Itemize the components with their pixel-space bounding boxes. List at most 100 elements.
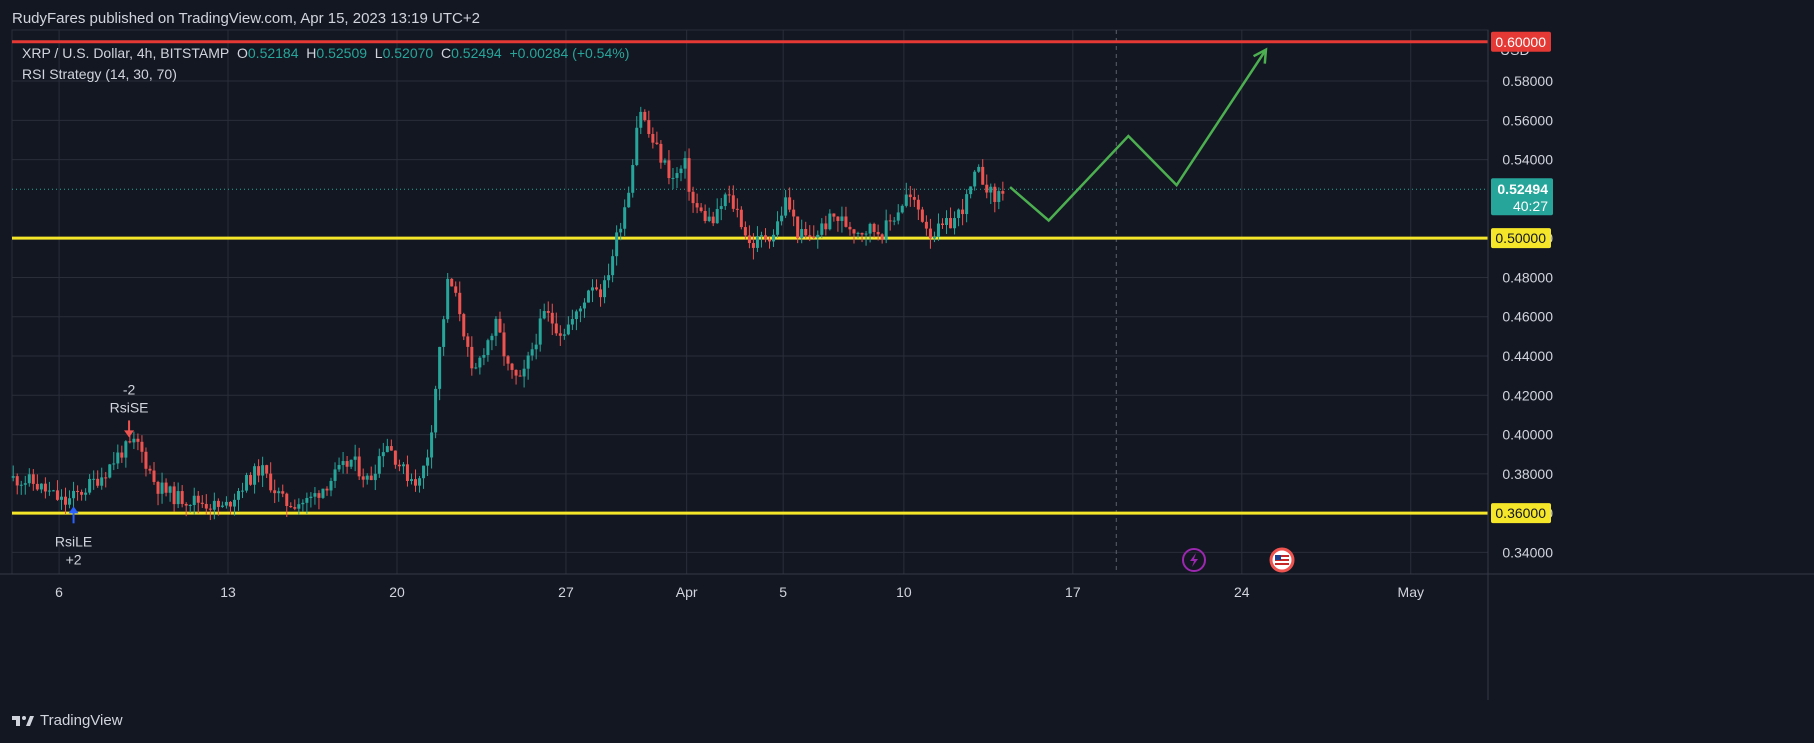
candle-body [607,275,611,281]
candle-body [635,127,639,166]
candle-body [743,227,747,236]
candle-body [31,474,35,484]
candle-body [236,490,240,500]
y-tick-label: 0.46000 [1502,309,1553,325]
candle-body [156,481,160,494]
candle-body [832,213,836,217]
x-tick-label: 6 [55,584,63,600]
candle-body [277,491,281,494]
candle-body [470,346,474,369]
candle-body [582,302,586,309]
candle-body [920,209,924,222]
tradingview-brand[interactable]: TradingView [12,712,123,729]
candle-body [957,209,961,219]
price-axis: 0.34000 0.36000 0.38000 0.40000 0.42000 0.440… [1487,30,1553,700]
candle-body [522,368,526,377]
support-upper-price-tag [1491,228,1551,249]
candle-body [253,466,257,485]
symbol-title[interactable]: XRP / U.S. Dollar, 4h, BITSTAMP [22,45,230,61]
high-label: H [306,45,317,61]
candle-body [72,490,76,499]
candle-body [305,497,309,503]
candle-body [663,160,667,163]
candle-body [128,441,132,443]
symbol-legend[interactable]: XRP / U.S. Dollar, 4h, BITSTAMP O0.52184… [22,45,629,61]
candle-body [257,466,261,476]
candle-body [249,475,253,485]
candle-body [643,111,647,121]
candle-body [876,231,880,235]
last-price-label: 0.52494 [1497,181,1548,197]
candle-body [973,171,977,187]
long-signal-label: RsiLE [55,533,92,549]
support-upper-price-label: 0.50000 [1495,230,1546,246]
candle-body [953,218,957,229]
lightning-bolt-icon [1190,553,1198,567]
y-tick-label: 0.48000 [1502,269,1553,285]
projection-drawing [1009,47,1268,223]
candle-body [852,229,856,234]
long-signal-qty: +2 [66,551,82,567]
candle-body [19,484,23,486]
candle-body [872,223,876,232]
candle-body [208,508,212,510]
candle-body [27,474,31,484]
candle-body [949,218,953,229]
candle-body [993,186,997,202]
candle-body [124,441,128,458]
candle-body [273,490,277,494]
candle-body [51,490,55,492]
candle-body [430,432,434,458]
x-tick-label: 20 [389,584,405,600]
y-tick-label: 0.44000 [1502,348,1553,364]
candle-body [735,208,739,210]
candle-body [192,495,196,506]
candle-body [220,505,224,507]
candle-body [321,488,325,498]
candle-body [293,507,297,509]
candle-body [357,456,361,477]
candle-body [900,205,904,213]
candle-body [397,464,401,467]
candle-body [647,120,651,135]
candle-body [997,191,1001,202]
candle-body [627,192,631,208]
candle-body [546,311,550,313]
candle-body [776,221,780,235]
y-tick-label: 0.42000 [1502,387,1553,403]
last-price-tag [1491,178,1553,216]
candle-body [47,490,51,492]
candle-body [570,319,574,325]
candle-body [908,194,912,198]
x-tick-label: Apr [676,584,698,600]
candle-body [985,184,989,193]
candle-body [200,502,204,504]
candle-body [804,229,808,236]
x-tick-label: May [1398,584,1424,600]
candle-body [675,173,679,178]
candle-body [659,143,663,163]
candle-body [699,207,703,211]
lightning-event-icon[interactable] [1182,548,1206,572]
candle-body [530,349,534,356]
candle-body [104,477,108,479]
projection-path [1009,48,1267,223]
short-signal-qty: -2 [123,381,136,397]
candle-body [683,158,687,169]
candle-body [691,191,695,204]
candle-body [353,456,357,460]
candle-body [759,235,763,237]
candle-body [554,323,558,334]
candle-body [932,236,936,239]
candle-body [172,486,176,505]
candle-body [196,495,200,503]
projection-arrowhead [1252,47,1268,64]
candle-body [731,195,735,209]
indicator-legend[interactable]: RSI Strategy (14, 30, 70) [22,66,177,82]
short-signal-label: RsiSE [110,399,149,415]
candle-body [751,243,755,248]
candle-body [116,452,120,464]
candle-body [510,363,514,370]
candle-body [603,280,607,298]
